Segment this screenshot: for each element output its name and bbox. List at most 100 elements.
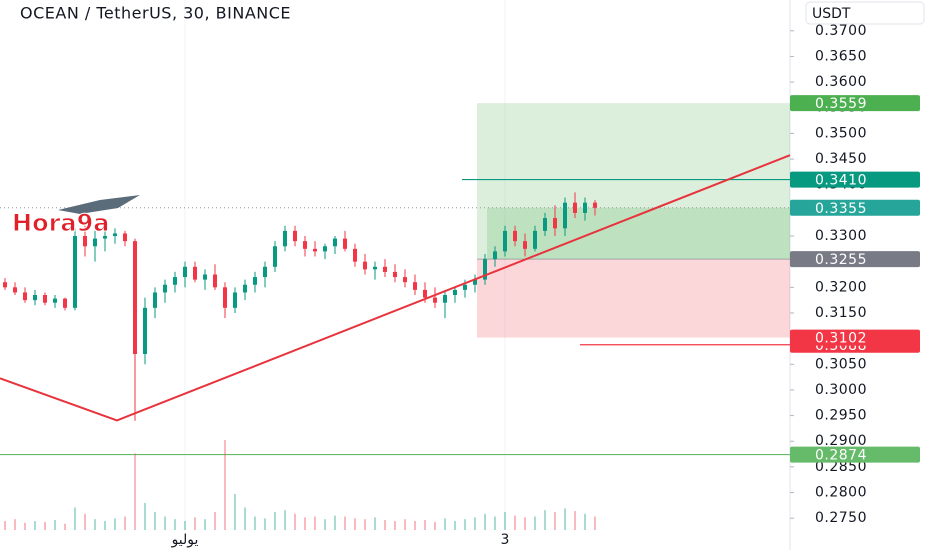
candle-body bbox=[293, 230, 297, 242]
watermark-icon bbox=[58, 195, 140, 214]
price-badge bbox=[790, 251, 920, 268]
volume-bar bbox=[454, 521, 456, 530]
candle-body bbox=[73, 236, 77, 308]
candle-body bbox=[223, 287, 227, 308]
volume-bar bbox=[574, 511, 576, 530]
candle-body bbox=[503, 230, 507, 252]
candle-body bbox=[473, 279, 477, 285]
candle-body bbox=[523, 241, 527, 249]
x-tick-label: 3 bbox=[501, 532, 510, 548]
volume-bar bbox=[24, 522, 26, 530]
candle-body bbox=[103, 236, 107, 239]
candle-body bbox=[133, 241, 137, 355]
candle-body bbox=[123, 233, 127, 242]
candle-body bbox=[43, 295, 47, 303]
volume-bar bbox=[44, 521, 46, 530]
candle-body bbox=[53, 298, 57, 303]
volume-bar bbox=[134, 453, 136, 530]
volume-bar bbox=[374, 517, 376, 530]
volume-bar bbox=[184, 521, 186, 530]
price-badge bbox=[790, 95, 920, 112]
candle-body bbox=[383, 266, 387, 272]
volume-bar bbox=[54, 520, 56, 530]
target-zone bbox=[477, 103, 790, 260]
y-tick-label: 0.2750 bbox=[815, 510, 867, 526]
volume-bar bbox=[334, 515, 336, 530]
candle-body bbox=[483, 259, 487, 280]
y-tick-label: 0.2850 bbox=[815, 459, 867, 475]
candle-body bbox=[303, 241, 307, 249]
candle-body bbox=[413, 282, 417, 290]
volume-bar bbox=[464, 519, 466, 530]
volume-bar bbox=[174, 519, 176, 530]
volume-bar bbox=[564, 508, 566, 530]
y-tick-label: 0.3500 bbox=[815, 125, 867, 141]
volume-bar bbox=[4, 521, 6, 530]
candle-body bbox=[313, 248, 317, 252]
y-tick-label: 0.3000 bbox=[815, 382, 867, 398]
watermark: Hora9a bbox=[12, 209, 110, 237]
price-axis-unit: USDT bbox=[812, 6, 851, 22]
volume-bar bbox=[544, 510, 546, 530]
volume-bar bbox=[474, 517, 476, 530]
candle-body bbox=[513, 230, 517, 242]
volume-bar bbox=[14, 519, 16, 530]
price-badge-label: 0.3410 bbox=[815, 173, 867, 189]
candle-body bbox=[533, 230, 537, 249]
stop-zone bbox=[477, 259, 790, 338]
unit-box bbox=[805, 1, 925, 25]
volume-bar bbox=[224, 440, 226, 530]
volume-bar bbox=[94, 519, 96, 530]
volume-bar bbox=[594, 516, 596, 530]
candle-body bbox=[173, 277, 177, 285]
candle-body bbox=[593, 202, 597, 208]
candle-body bbox=[273, 246, 277, 267]
candle-body bbox=[393, 271, 397, 278]
volume-bar bbox=[404, 519, 406, 530]
y-tick-label: 0.2950 bbox=[815, 408, 867, 424]
y-tick-label: 0.3600 bbox=[815, 74, 867, 90]
volume-bar bbox=[494, 516, 496, 530]
volume-bar bbox=[304, 517, 306, 530]
candle-body bbox=[353, 248, 357, 262]
volume-bar bbox=[284, 510, 286, 530]
candle-body bbox=[363, 261, 367, 270]
candle-body bbox=[403, 277, 407, 283]
candle-body bbox=[493, 251, 497, 260]
volume-bar bbox=[124, 516, 126, 530]
candle-body bbox=[83, 236, 87, 247]
candle-body bbox=[423, 289, 427, 298]
candle-body bbox=[233, 292, 237, 308]
volume-bar bbox=[414, 521, 416, 530]
volume-bar bbox=[384, 520, 386, 530]
candle-body bbox=[163, 284, 167, 293]
volume-bar bbox=[64, 523, 66, 530]
volume-bar bbox=[144, 503, 146, 530]
candle-body bbox=[63, 298, 67, 308]
y-tick-label: 0.3050 bbox=[815, 356, 867, 372]
volume-bar bbox=[484, 513, 486, 530]
volume-bar bbox=[264, 518, 266, 530]
candle-body bbox=[263, 266, 267, 278]
candle-body bbox=[543, 218, 547, 231]
y-tick-label: 0.3650 bbox=[815, 48, 867, 64]
volume-bar bbox=[554, 512, 556, 530]
price-badge-label: 0.3255 bbox=[815, 252, 867, 268]
volume-bar bbox=[34, 521, 36, 530]
candle-body bbox=[433, 297, 437, 303]
volume-bar bbox=[434, 521, 436, 530]
price-badge bbox=[790, 446, 920, 463]
plot: يوليو 3 0.2750 0.2800 0.2850 0.2900 0.2950 0.30… bbox=[0, 0, 867, 548]
volume-bar bbox=[324, 519, 326, 530]
volume-bar bbox=[534, 516, 536, 530]
volume-bar bbox=[114, 518, 116, 530]
price-badge bbox=[790, 329, 920, 346]
volume-bar bbox=[214, 512, 216, 530]
volume-bar bbox=[514, 515, 516, 530]
price-badge-label: 0.3559 bbox=[815, 96, 867, 112]
candle-body bbox=[183, 266, 187, 278]
volume-bar bbox=[294, 513, 296, 530]
candle-body bbox=[443, 295, 447, 303]
candle-body bbox=[553, 218, 557, 229]
volume-bar bbox=[74, 507, 76, 530]
